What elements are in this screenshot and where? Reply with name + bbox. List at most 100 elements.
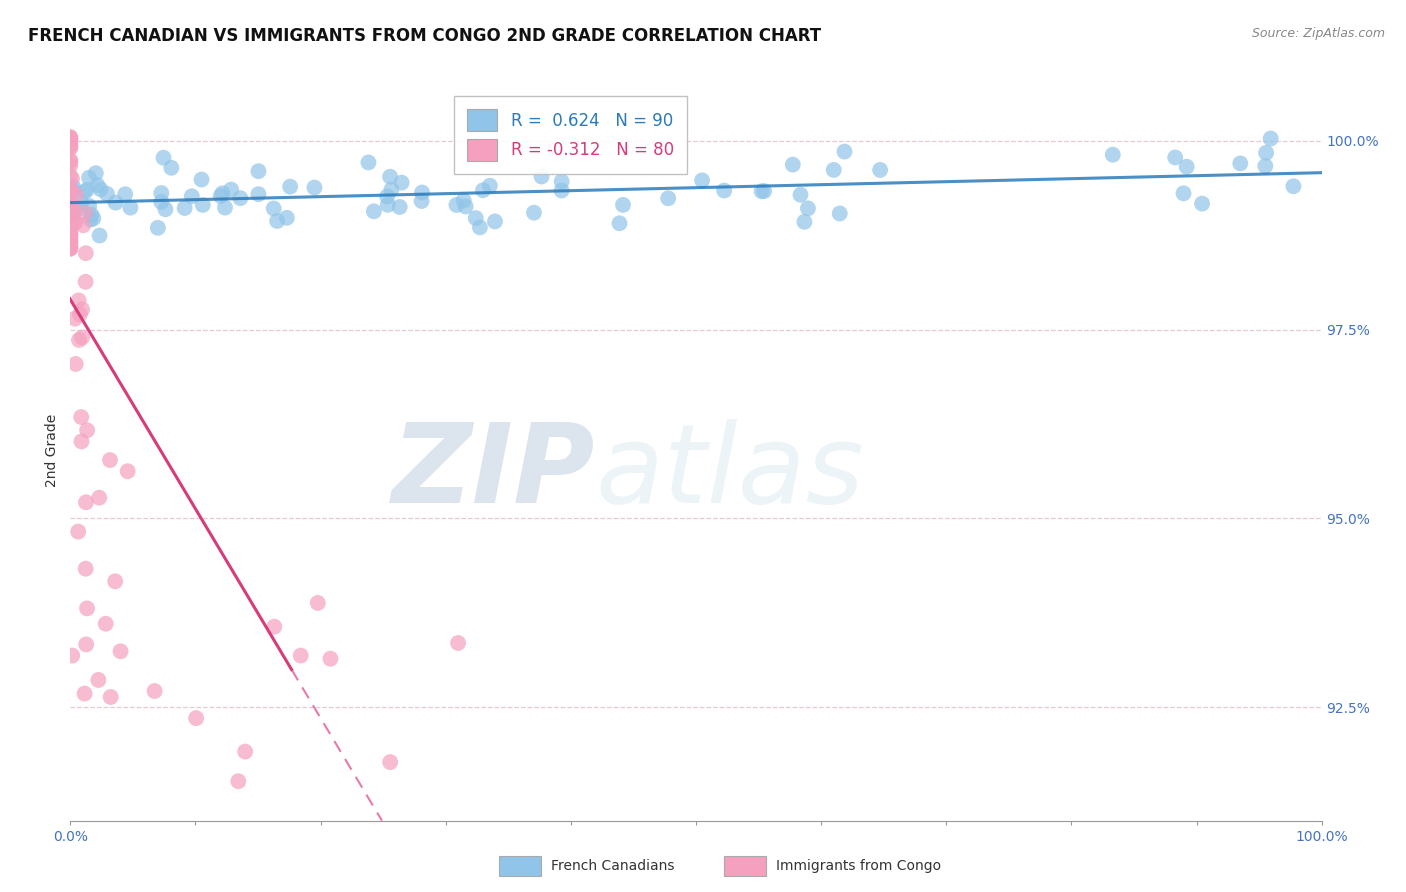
Point [70, 434, 93, 449]
Point [75, 275, 97, 289]
Point [59, 235, 82, 250]
Point [59, 131, 82, 145]
Point [59, 198, 82, 212]
Point [59, 183, 82, 197]
Point [98, 453, 121, 467]
Point [143, 684, 166, 698]
Point [80, 208, 103, 222]
Point [59, 227, 82, 242]
Point [69, 201, 91, 215]
Point [63, 216, 86, 230]
Point [65, 357, 87, 371]
Point [94, 616, 117, 631]
Point [59, 211, 82, 225]
Point [75, 246, 97, 260]
Point [59, 186, 82, 200]
Point [1173, 186, 1195, 201]
Point [233, 745, 256, 759]
Point [96, 186, 118, 201]
Point [59, 184, 82, 198]
Point [59, 221, 82, 235]
Point [62, 207, 84, 221]
Point [1282, 179, 1305, 194]
Text: French Canadians: French Canadians [551, 859, 675, 873]
Text: ZIP: ZIP [392, 419, 596, 526]
Text: Immigrants from Congo: Immigrants from Congo [776, 859, 941, 873]
Point [278, 179, 301, 194]
Point [77, 170, 100, 185]
Point [59, 169, 82, 184]
Point [290, 648, 312, 663]
Point [59, 139, 82, 153]
Point [60, 171, 83, 186]
Point [834, 145, 856, 159]
Point [150, 186, 173, 200]
Point [59, 138, 82, 153]
Legend: R =  0.624   N = 90, R = -0.312   N = 80: R = 0.624 N = 90, R = -0.312 N = 80 [454, 96, 688, 174]
Point [263, 620, 285, 634]
Point [247, 187, 270, 202]
Point [468, 220, 491, 235]
Point [150, 194, 173, 209]
Text: Source: ZipAtlas.com: Source: ZipAtlas.com [1251, 27, 1385, 40]
Point [191, 198, 214, 212]
Point [59, 153, 82, 167]
Point [173, 201, 195, 215]
Point [530, 169, 553, 184]
Point [380, 755, 402, 769]
Point [59, 218, 82, 232]
Point [388, 200, 411, 214]
Point [464, 211, 486, 226]
Point [89, 228, 111, 243]
Point [657, 191, 679, 205]
Point [59, 207, 82, 221]
Point [62, 205, 84, 219]
Point [1175, 160, 1198, 174]
Point [59, 227, 82, 242]
Point [59, 241, 82, 255]
Point [209, 189, 232, 203]
Point [59, 227, 82, 241]
Point [789, 187, 811, 202]
Point [155, 202, 177, 217]
Point [60, 200, 83, 214]
Point [828, 206, 851, 220]
Point [304, 180, 326, 194]
Point [247, 164, 270, 178]
Point [391, 176, 413, 190]
Point [59, 132, 82, 146]
Point [59, 203, 82, 218]
Point [612, 198, 634, 212]
Point [380, 183, 402, 197]
Point [214, 201, 236, 215]
Point [62, 199, 84, 213]
Point [73, 206, 96, 220]
Point [73, 687, 96, 701]
Point [453, 194, 475, 208]
Point [70, 330, 93, 344]
Point [472, 183, 495, 197]
Point [75, 637, 97, 651]
Point [263, 202, 285, 216]
Point [89, 491, 111, 505]
Point [1254, 159, 1277, 173]
Point [79, 212, 101, 227]
Point [76, 423, 98, 437]
Point [377, 198, 399, 212]
Point [75, 495, 97, 509]
Point [62, 179, 84, 194]
Point [357, 155, 380, 169]
Point [59, 240, 82, 254]
Point [70, 302, 93, 317]
Point [59, 233, 82, 247]
Point [67, 524, 90, 539]
Point [869, 163, 891, 178]
Point [1256, 145, 1278, 160]
Point [70, 195, 93, 210]
Point [690, 173, 713, 187]
Point [411, 194, 433, 208]
Point [60, 648, 83, 663]
Point [1164, 151, 1187, 165]
Point [75, 562, 97, 576]
Point [754, 184, 776, 198]
